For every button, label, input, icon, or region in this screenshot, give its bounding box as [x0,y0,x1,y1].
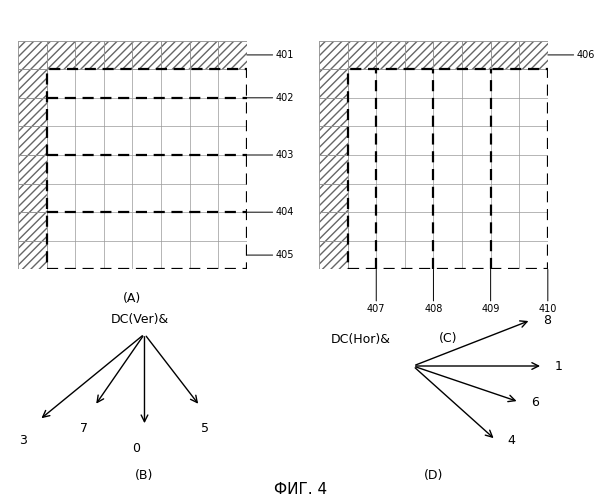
Bar [75,40,104,69]
Bar [433,40,462,69]
Bar [190,40,219,69]
Text: 6: 6 [531,396,539,408]
Bar [319,212,348,241]
Text: 7: 7 [79,422,87,435]
Bar [348,40,376,69]
Text: (A): (A) [123,292,141,306]
Bar [319,126,348,155]
Bar [462,40,491,69]
Text: 402: 402 [247,93,294,103]
Bar [319,98,348,126]
Text: 408: 408 [424,270,442,314]
Text: 406: 406 [548,50,595,60]
Bar [18,126,47,155]
Bar [319,241,348,270]
Bar [491,40,519,69]
Text: 401: 401 [247,50,294,60]
Text: ФИГ. 4: ФИГ. 4 [275,482,327,498]
Bar [376,40,405,69]
Bar [319,184,348,212]
Bar [519,40,548,69]
Text: 8: 8 [543,314,551,326]
Text: (B): (B) [135,469,154,482]
Bar [47,40,75,69]
Text: 403: 403 [247,150,294,160]
Text: 4: 4 [507,434,515,446]
Bar [161,40,190,69]
Bar [319,155,348,184]
Bar [319,40,348,69]
Text: 407: 407 [367,270,385,314]
Bar [104,40,132,69]
Text: 410: 410 [539,270,557,314]
Bar [18,184,47,212]
Text: 1: 1 [554,360,562,372]
Text: 5: 5 [202,422,209,435]
Text: 404: 404 [247,207,294,217]
Text: (C): (C) [438,332,457,345]
Text: 3: 3 [19,434,26,447]
Bar [18,155,47,184]
Bar [18,241,47,270]
Text: DC(Hor)&: DC(Hor)& [330,333,391,346]
Bar [219,40,247,69]
Text: 0: 0 [132,442,140,455]
Bar [18,40,47,69]
Text: (D): (D) [424,469,444,482]
Bar [132,40,161,69]
Text: DC(Ver)&: DC(Ver)& [111,313,170,326]
Bar [18,69,47,98]
Bar [405,40,433,69]
Text: 409: 409 [482,270,500,314]
Text: 405: 405 [247,250,294,260]
Bar [18,98,47,126]
Bar [319,69,348,98]
Bar [18,212,47,241]
